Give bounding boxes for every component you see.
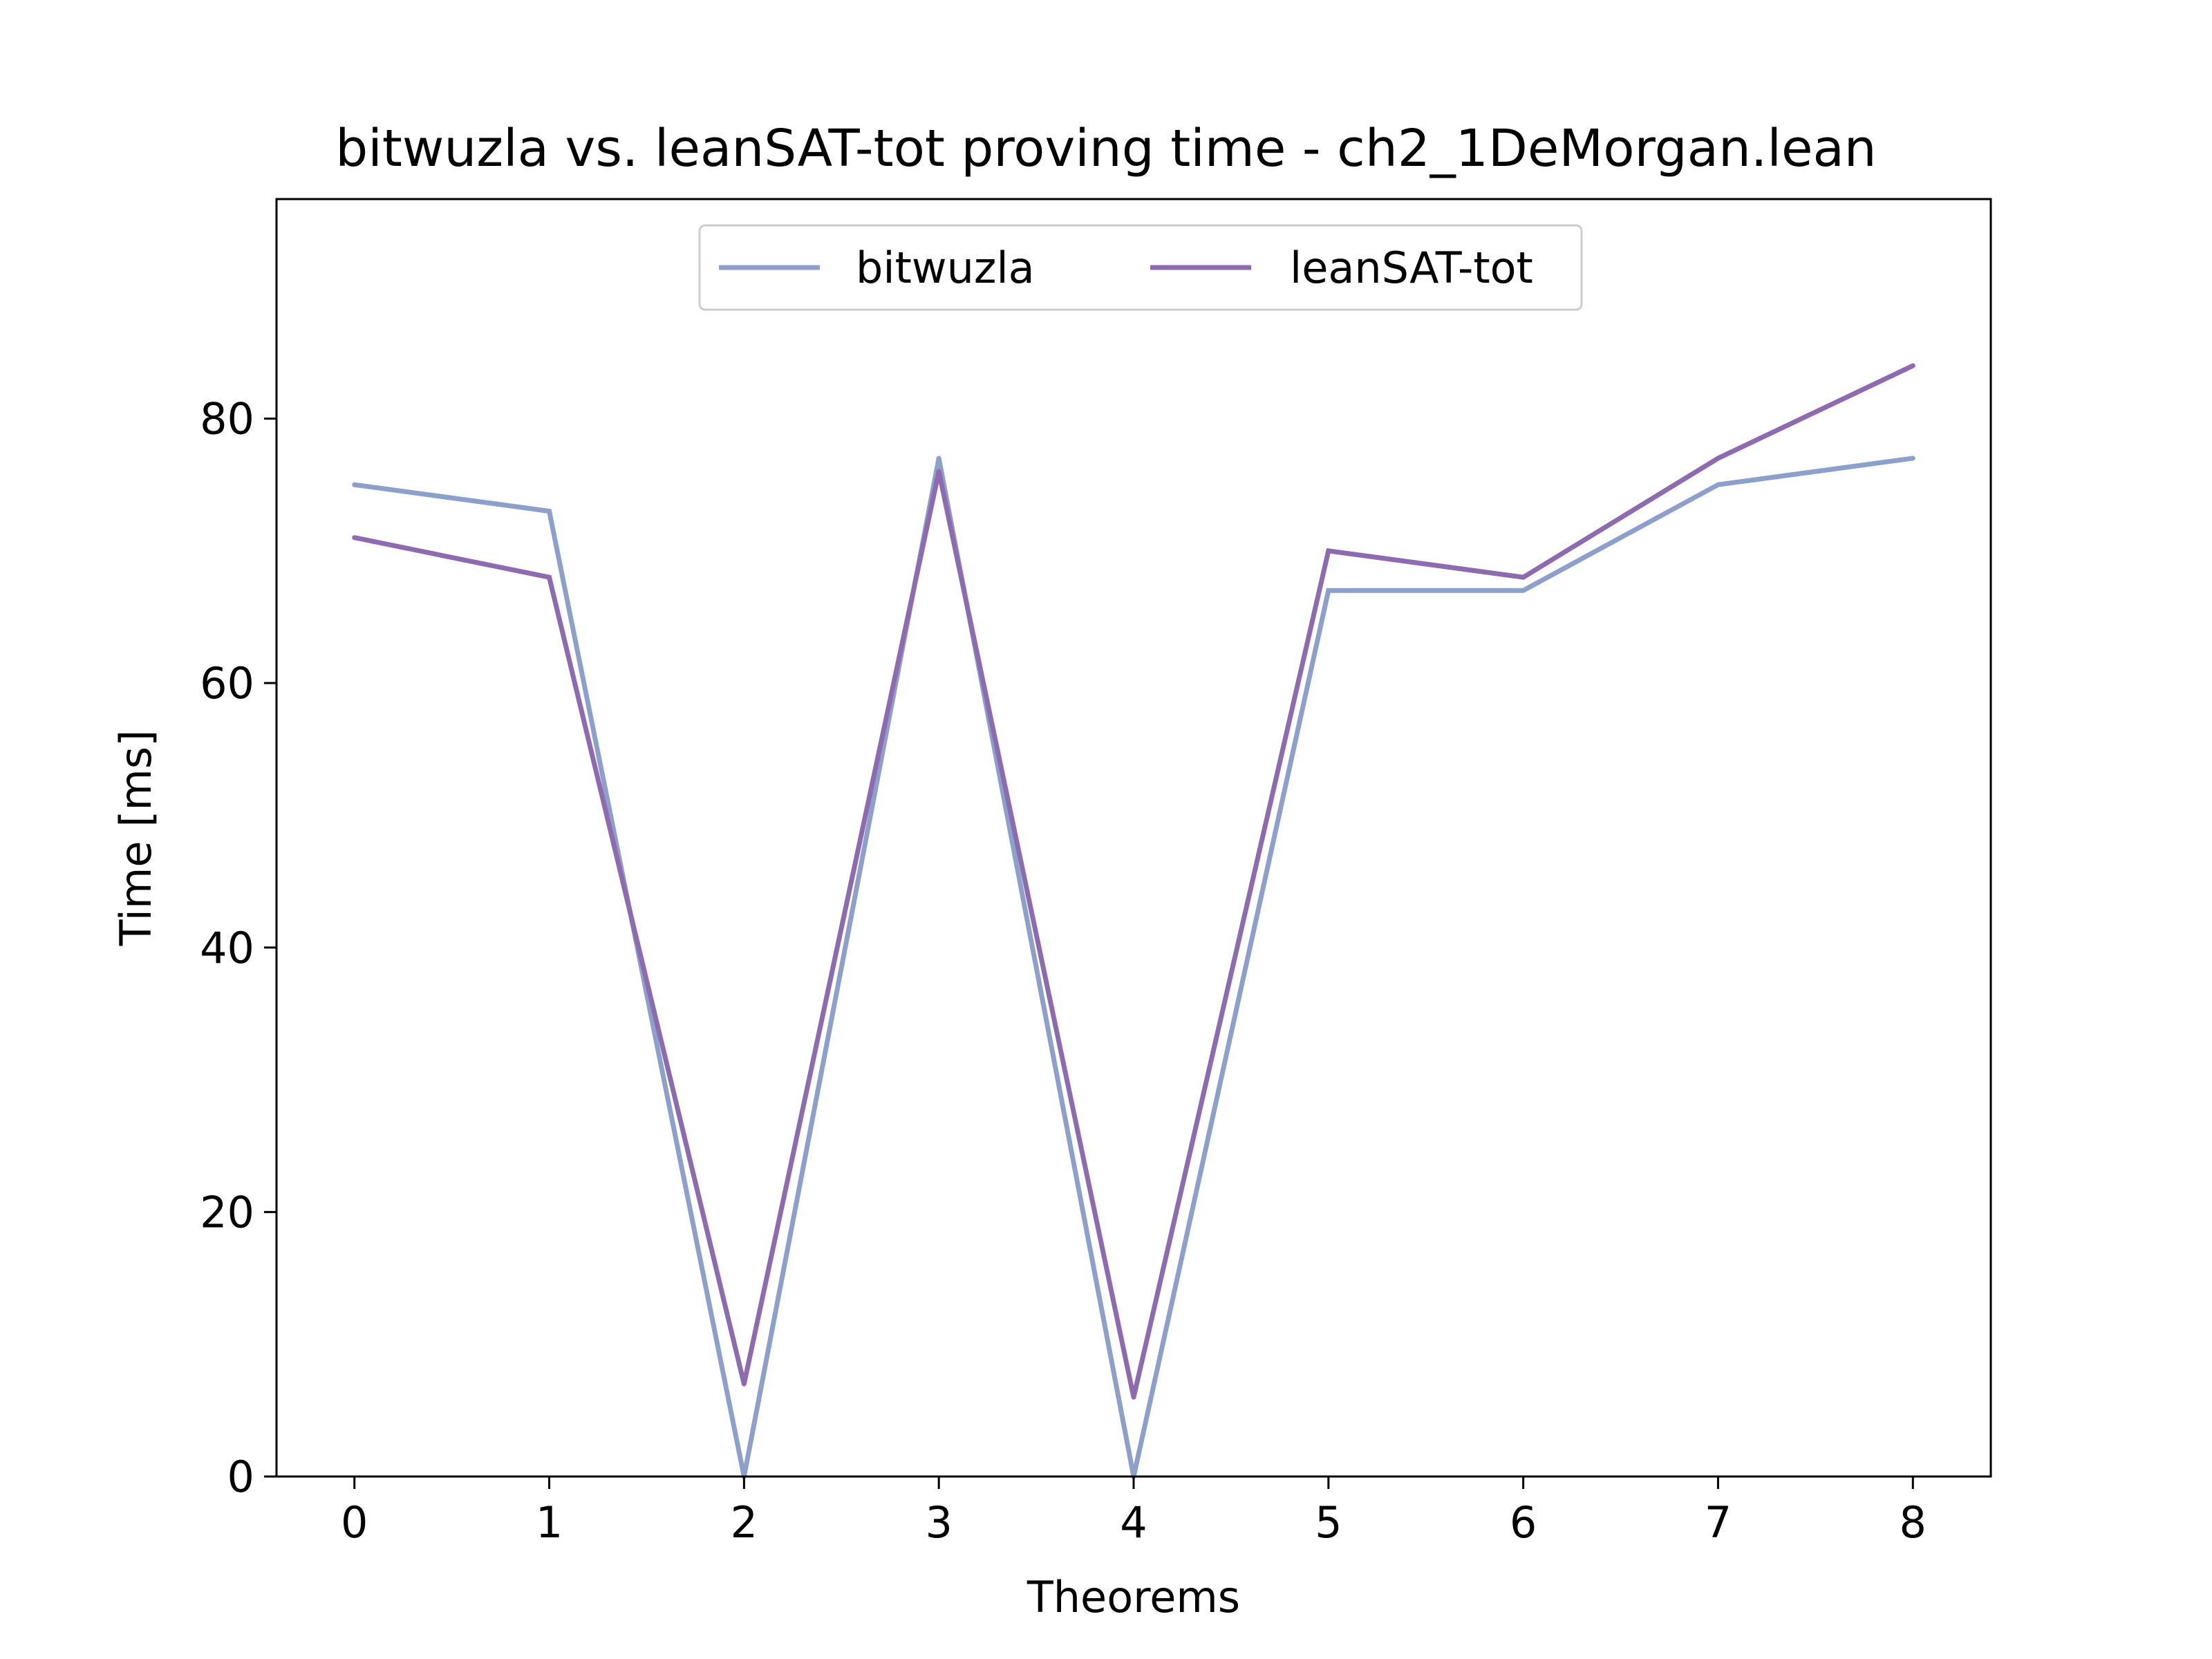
x-tick-label: 6 [1510,1497,1537,1548]
x-tick-label: 0 [341,1497,368,1548]
x-axis: 0 1 2 3 4 5 6 7 8 [341,1477,1927,1548]
data-point-1-1 [547,508,552,514]
legend-label-2: leanSAT-tot [1290,243,1533,293]
x-tick-label: 3 [925,1497,952,1548]
y-axis-label: Time [ms] [111,730,161,947]
data-point-2-4 [1131,1394,1136,1400]
chart-title: bitwuzla vs. leanSAT-tot proving time - … [335,119,1876,178]
data-point-1-6 [1521,588,1526,593]
data-point-1-0 [352,482,357,487]
y-tick-label: 80 [200,394,254,444]
y-tick-label: 20 [200,1187,254,1237]
data-point-2-2 [741,1381,747,1387]
data-point-2-0 [352,535,357,541]
x-tick-label: 7 [1705,1497,1732,1548]
data-point-1-7 [1715,482,1721,487]
x-axis-label: Theorems [1027,1572,1240,1622]
data-point-2-6 [1521,574,1526,580]
x-tick-label: 5 [1315,1497,1342,1548]
data-point-2-1 [547,574,552,580]
legend-label-1: bitwuzla [856,243,1035,293]
data-point-2-8 [1910,363,1915,368]
data-point-2-5 [1326,548,1331,554]
x-tick-label: 1 [536,1497,563,1548]
y-tick-label: 0 [227,1452,254,1502]
x-tick-label: 2 [731,1497,758,1548]
y-tick-label: 60 [200,658,254,709]
legend-box [698,224,1583,311]
x-tick-label: 8 [1900,1497,1927,1548]
data-point-1-5 [1326,588,1331,593]
x-tick-label: 4 [1120,1497,1147,1548]
legend: bitwuzla leanSAT-tot [698,224,1583,311]
data-point-2-7 [1715,456,1721,461]
y-axis: 0 20 40 60 80 [200,394,276,1502]
y-tick-label: 40 [200,923,254,973]
data-point-1-3 [936,456,941,461]
data-point-2-3 [936,469,941,474]
data-point-1-8 [1910,456,1915,461]
